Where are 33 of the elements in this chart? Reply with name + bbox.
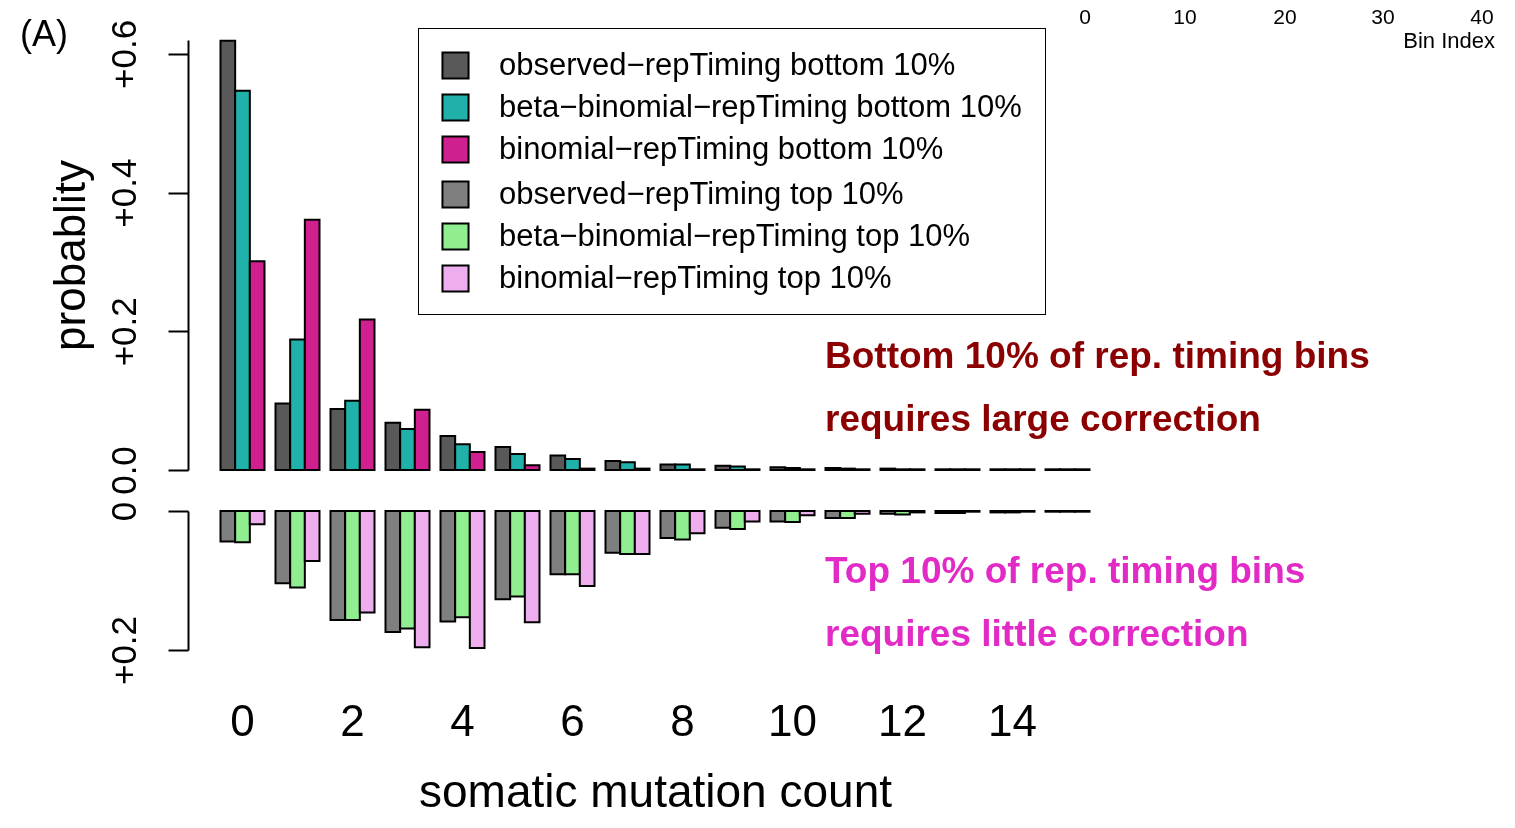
y-tick-label: +0.4	[103, 158, 143, 228]
text: (A)	[20, 13, 68, 54]
legend-label: binomial−repTiming top 10%	[499, 259, 892, 295]
x-tick-label: 4	[450, 695, 475, 745]
annotation: Bottom 10% of rep. timing bins	[825, 335, 1370, 376]
x-tick-label: 0	[230, 695, 255, 745]
annotation: Top 10% of rep. timing bins	[825, 550, 1306, 591]
x-tick-label: 12	[878, 695, 927, 745]
text: 0	[1079, 5, 1091, 28]
x-tick-label: 2	[340, 695, 365, 745]
x-tick-label: 8	[670, 695, 695, 745]
text: 40	[1470, 5, 1494, 28]
legend-label: observed−repTiming bottom 10%	[499, 46, 956, 82]
text: 20	[1273, 5, 1297, 28]
legend-label: beta−binomial−repTiming top 10%	[499, 217, 971, 253]
y-axis-title: probablity	[44, 160, 94, 351]
y-tick-label: 0.0	[103, 446, 143, 495]
text: Bin Index	[1403, 28, 1495, 53]
x-tick-label: 14	[988, 695, 1037, 745]
x-tick-label: 6	[560, 695, 585, 745]
text: 30	[1371, 5, 1395, 28]
y-tick-label: +0.2	[103, 615, 143, 686]
x-axis-title: somatic mutation count	[418, 764, 893, 817]
annotation: requires large correction	[825, 398, 1261, 439]
legend-label: observed−repTiming top 10%	[499, 175, 904, 211]
y-tick-label: +0.2	[103, 297, 143, 367]
x-tick-label: 10	[768, 695, 817, 745]
y-tick-label: +0.6	[103, 19, 143, 89]
y-tick-label: 0	[103, 501, 143, 522]
legend-label: binomial−repTiming bottom 10%	[499, 130, 944, 166]
annotation: requires little correction	[825, 613, 1249, 654]
legend-label: beta−binomial−repTiming bottom 10%	[499, 88, 1022, 124]
text: 10	[1173, 5, 1197, 28]
